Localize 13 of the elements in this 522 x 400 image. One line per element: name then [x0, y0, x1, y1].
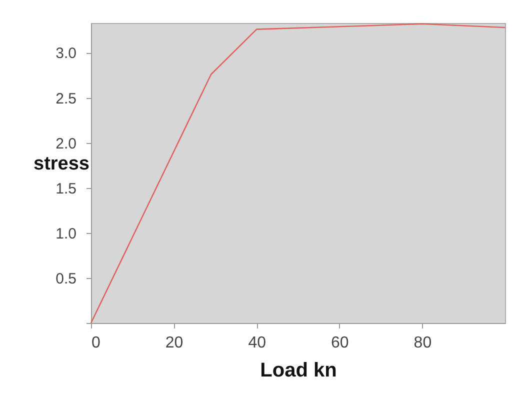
- x-tick-label: 20: [165, 334, 184, 352]
- x-tick-label: 0: [92, 334, 100, 352]
- y-tick-label: 1.0: [56, 225, 76, 242]
- y-tick-label: 1.5: [56, 180, 76, 198]
- x-tick-label: 40: [248, 334, 266, 352]
- x-tick-label: 80: [414, 334, 432, 352]
- y-tick-label: 3.0: [56, 45, 76, 62]
- y-axis-title: stress: [34, 154, 90, 174]
- y-tick-label: 2.5: [56, 90, 76, 108]
- y-tick-label: 0.5: [56, 270, 76, 288]
- x-axis-title: Load kn: [260, 360, 337, 382]
- y-tick-label: 2.0: [56, 135, 76, 152]
- x-tick-label: 60: [331, 334, 349, 352]
